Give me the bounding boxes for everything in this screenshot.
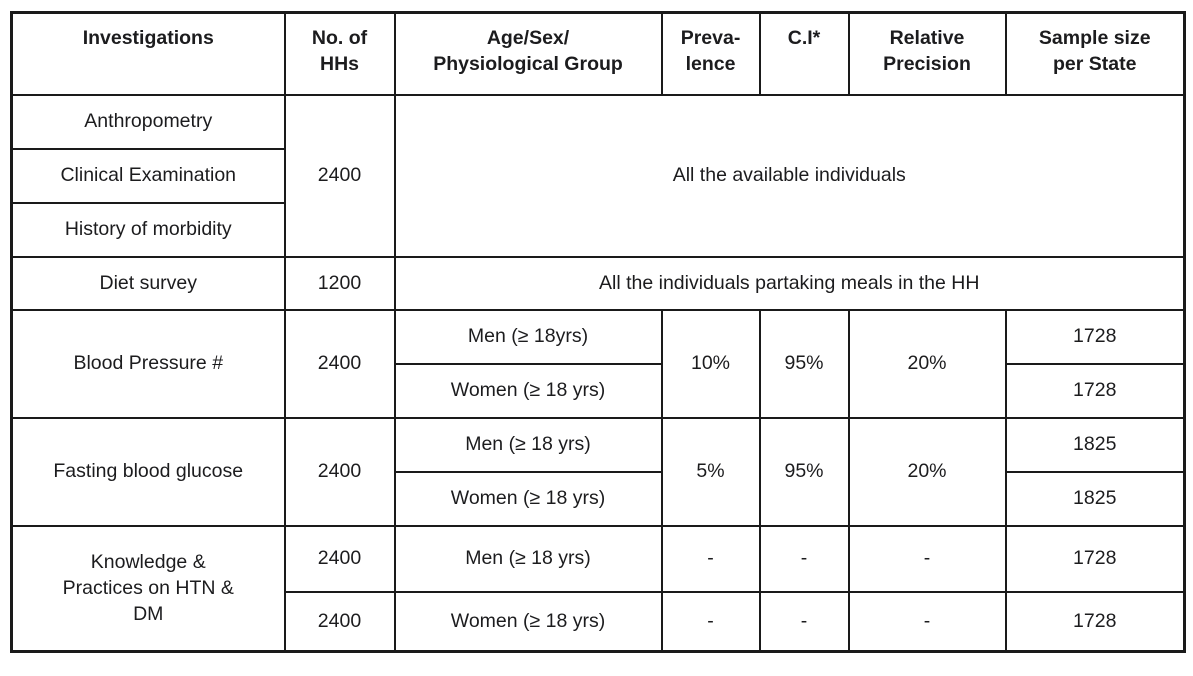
row-history-of-morbidity: History of morbidity <box>10 201 1185 258</box>
cell-fbg-prevalence: 5% <box>660 416 761 527</box>
cell-knowledge-men-relative-precision: - <box>847 524 1007 593</box>
cell-knowledge-women-prevalence: - <box>660 590 761 653</box>
cell-fbg-ci: 95% <box>758 416 850 527</box>
cell-knowledge-women-relative-precision: - <box>847 590 1007 653</box>
cell-history-of-morbidity: History of morbidity <box>10 201 286 258</box>
row-fasting-glucose-women: Women (≥ 18 yrs) 1825 <box>12 470 1186 527</box>
survey-sampling-table: Investigations No. of HHs Age/Sex/ Physi… <box>10 11 1186 653</box>
cell-anthropometry: Anthropometry <box>10 93 286 150</box>
cell-bp-men-sample: 1728 <box>1004 308 1186 365</box>
row-anthropometry: Anthropometry 2400 All the available ind… <box>10 93 1186 258</box>
cell-fbg-women-group: Women (≥ 18 yrs) <box>393 470 663 527</box>
cell-anthro-hhs: 2400 <box>283 93 396 258</box>
row-blood-pressure-women: Women (≥ 18 yrs) 1728 <box>12 362 1186 419</box>
cell-knowledge-practices: Knowledge & Practices on HTN & DM <box>10 524 286 653</box>
cell-bp-prevalence: 10% <box>660 308 761 419</box>
row-diet-survey: Diet survey 1200 All the individuals par… <box>10 255 1186 311</box>
row-knowledge-women: 2400 Women (≥ 18 yrs) - - - 1728 <box>12 590 1186 653</box>
cell-knowledge-men-sample: 1728 <box>1004 524 1186 593</box>
cell-bp-ci: 95% <box>758 308 850 419</box>
cell-fbg-men-sample: 1825 <box>1004 416 1186 473</box>
header-prevalence: Preva- lence <box>660 11 761 96</box>
cell-diet-hhs: 1200 <box>283 255 396 311</box>
cell-fbg-women-sample: 1825 <box>1004 470 1186 527</box>
cell-clinical-examination: Clinical Examination <box>10 147 286 204</box>
cell-knowledge-men-hhs: 2400 <box>283 524 396 593</box>
cell-available-individuals-note: All the available individuals <box>393 93 1186 258</box>
cell-knowledge-men-prevalence: - <box>660 524 761 593</box>
header-investigations: Investigations <box>10 11 286 96</box>
cell-bp-men-group: Men (≥ 18yrs) <box>393 308 663 365</box>
row-blood-pressure-men: Blood Pressure # 2400 Men (≥ 18yrs) 10% … <box>10 308 1186 419</box>
cell-fbg-men-group: Men (≥ 18 yrs) <box>393 416 663 473</box>
cell-bp-hhs: 2400 <box>283 308 396 419</box>
header-ci: C.I* <box>758 11 850 96</box>
cell-knowledge-women-group: Women (≥ 18 yrs) <box>393 590 663 653</box>
row-clinical-examination: Clinical Examination <box>10 147 1185 204</box>
cell-knowledge-women-ci: - <box>758 590 850 653</box>
row-knowledge-men: Knowledge & Practices on HTN & DM 2400 M… <box>10 524 1186 653</box>
header-relative-precision: Relative Precision <box>847 11 1007 96</box>
cell-bp-women-group: Women (≥ 18 yrs) <box>393 362 663 419</box>
cell-diet-survey: Diet survey <box>10 255 286 311</box>
cell-knowledge-men-group: Men (≥ 18 yrs) <box>393 524 663 593</box>
header-age-sex-group: Age/Sex/ Physiological Group <box>393 11 663 96</box>
header-row: Investigations No. of HHs Age/Sex/ Physi… <box>10 11 1186 96</box>
row-fasting-glucose-men: Fasting blood glucose 2400 Men (≥ 18 yrs… <box>10 416 1186 527</box>
cell-diet-coverage-note: All the individuals partaking meals in t… <box>393 255 1186 311</box>
cell-blood-pressure: Blood Pressure # <box>10 308 286 419</box>
header-sample-size: Sample size per State <box>1004 11 1186 96</box>
header-no-of-hhs: No. of HHs <box>283 11 396 96</box>
cell-knowledge-women-hhs: 2400 <box>283 590 396 653</box>
cell-bp-women-sample: 1728 <box>1004 362 1186 419</box>
cell-knowledge-men-ci: - <box>758 524 850 593</box>
cell-fasting-glucose: Fasting blood glucose <box>10 416 286 527</box>
cell-fbg-relative-precision: 20% <box>847 416 1007 527</box>
cell-knowledge-women-sample: 1728 <box>1004 590 1186 653</box>
cell-bp-relative-precision: 20% <box>847 308 1007 419</box>
cell-fbg-hhs: 2400 <box>283 416 396 527</box>
